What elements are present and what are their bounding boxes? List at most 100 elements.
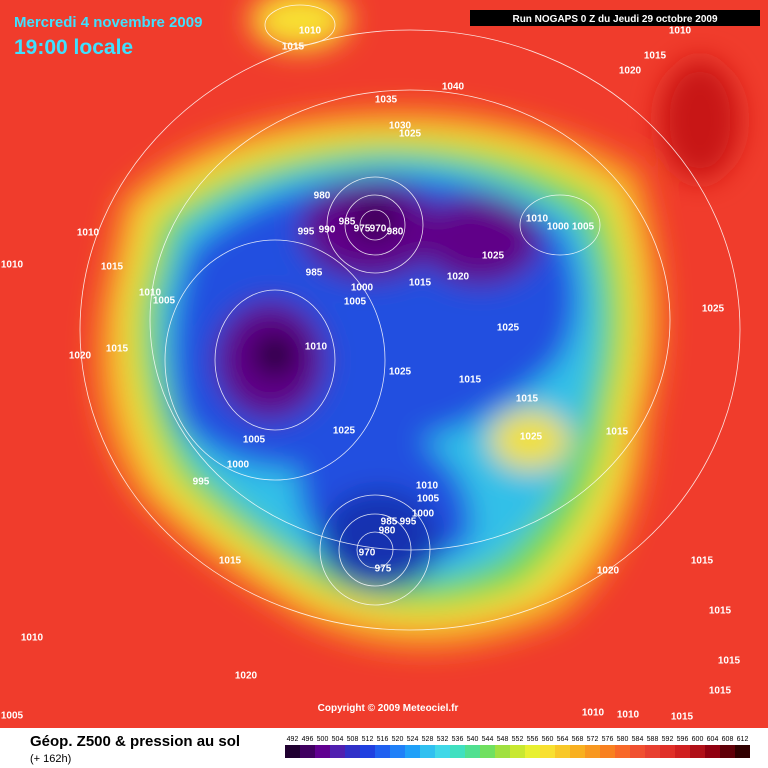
scale-swatch (495, 745, 510, 758)
scale-swatch (735, 745, 750, 758)
scale-swatch (660, 745, 675, 758)
scale-swatch (390, 745, 405, 758)
isobar-label: 1010 (1, 260, 24, 271)
scale-swatch (630, 745, 645, 758)
isobar-label: 1005 (1, 711, 24, 722)
isobar-label: 1015 (644, 51, 667, 62)
isobar-label: 1010 (526, 214, 549, 225)
scale-swatch (675, 745, 690, 758)
isobar-label: 995 (298, 227, 315, 238)
isobar-label: 1025 (333, 426, 356, 437)
isobar-label: 1040 (442, 82, 465, 93)
scale-label: 596 (677, 736, 689, 743)
scale-label: 508 (347, 736, 359, 743)
scale-swatch (525, 745, 540, 758)
scale-label: 556 (527, 736, 539, 743)
isobar-label: 1015 (106, 344, 129, 355)
isobar-label: 1015 (219, 556, 242, 567)
isobar-label: 1005 (243, 435, 266, 446)
isobar-label: 1015 (101, 262, 124, 273)
isobar-label: 1010 (582, 708, 605, 719)
isobar-label: 970 (370, 224, 387, 235)
isobar-label: 1010 (21, 633, 44, 644)
isobar-label: 995 (400, 517, 417, 528)
scale-swatch (600, 745, 615, 758)
isobar-label: 1010 (669, 26, 692, 37)
scale-swatch (285, 745, 300, 758)
isobar-label: 1000 (351, 283, 374, 294)
isobar-label: 980 (387, 227, 404, 238)
isobar-label: 1015 (718, 656, 741, 667)
scale-swatch (360, 745, 375, 758)
scale-label: 584 (632, 736, 644, 743)
geopotential-field (95, 0, 740, 650)
scale-label: 580 (617, 736, 629, 743)
isobar-label: 1010 (139, 288, 162, 299)
isobar-label: 1000 (547, 222, 570, 233)
isobar-label: 1025 (482, 251, 505, 262)
isobar-label: 980 (379, 526, 396, 537)
scale-label: 516 (377, 736, 389, 743)
isobar-label: 1015 (282, 42, 305, 53)
scale-swatch (330, 745, 345, 758)
scale-swatch (300, 745, 315, 758)
isobar-label: 1010 (305, 342, 328, 353)
scale-swatch (315, 745, 330, 758)
isobar-labels: 1010101510101015102010401035103010259809… (1, 26, 741, 723)
isobar-label: 1015 (459, 375, 482, 386)
isobar-label: 980 (314, 191, 331, 202)
scale-swatch (555, 745, 570, 758)
scale-label: 588 (647, 736, 659, 743)
scale-swatch (705, 745, 720, 758)
scale-label: 520 (392, 736, 404, 743)
isobar-label: 985 (339, 217, 356, 228)
isobar-label: 1015 (516, 394, 539, 405)
footer-title: Géop. Z500 & pression au sol (30, 733, 240, 750)
isobar-label: 990 (319, 225, 336, 236)
scale-swatch (615, 745, 630, 758)
isobar-label: 1000 (412, 509, 435, 520)
scale-label: 528 (422, 736, 434, 743)
scale-swatch (435, 745, 450, 758)
scale-label: 504 (332, 736, 344, 743)
scale-label: 500 (317, 736, 329, 743)
isobar-label: 1030 (389, 121, 412, 132)
isobar-label: 1025 (389, 367, 412, 378)
scale-label: 496 (302, 736, 314, 743)
isobar-label: 1005 (572, 222, 595, 233)
scale-swatch (465, 745, 480, 758)
forecast-date: Mercredi 4 novembre 2009 (14, 14, 202, 31)
forecast-time: 19:00 locale (14, 36, 133, 59)
scale-label: 536 (452, 736, 464, 743)
scale-label: 544 (482, 736, 494, 743)
isobar-label: 985 (381, 517, 398, 528)
isobar-label: 975 (375, 564, 392, 575)
scale-swatch (450, 745, 465, 758)
scale-swatch (480, 745, 495, 758)
isobars (79, 4, 741, 631)
isobar-label: 1025 (497, 323, 520, 334)
scale-swatch (375, 745, 390, 758)
isobar-label: 1010 (416, 481, 439, 492)
isobar-label: 1015 (671, 712, 694, 723)
scale-label: 552 (512, 736, 524, 743)
scale-label: 564 (557, 736, 569, 743)
scale-label: 592 (662, 736, 674, 743)
isobar-label: 1020 (447, 272, 470, 283)
scale-swatch (510, 745, 525, 758)
isobar-label: 1015 (709, 686, 732, 697)
scale-swatch (405, 745, 420, 758)
isobar-label: 1000 (227, 460, 250, 471)
isobar-label: 1035 (375, 95, 398, 106)
scale-label: 492 (287, 736, 299, 743)
scale-label: 572 (587, 736, 599, 743)
scale-swatch (690, 745, 705, 758)
isobar-label: 1010 (617, 710, 640, 721)
isobar-label: 1015 (409, 278, 432, 289)
isobar-label: 970 (359, 548, 376, 559)
copyright: Copyright © 2009 Meteociel.fr (318, 703, 459, 714)
scale-swatch (345, 745, 360, 758)
color-scale: 492 496 500 504 508 512 516 520 524 528 532 536 540 5… (285, 736, 750, 758)
scale-swatch (420, 745, 435, 758)
